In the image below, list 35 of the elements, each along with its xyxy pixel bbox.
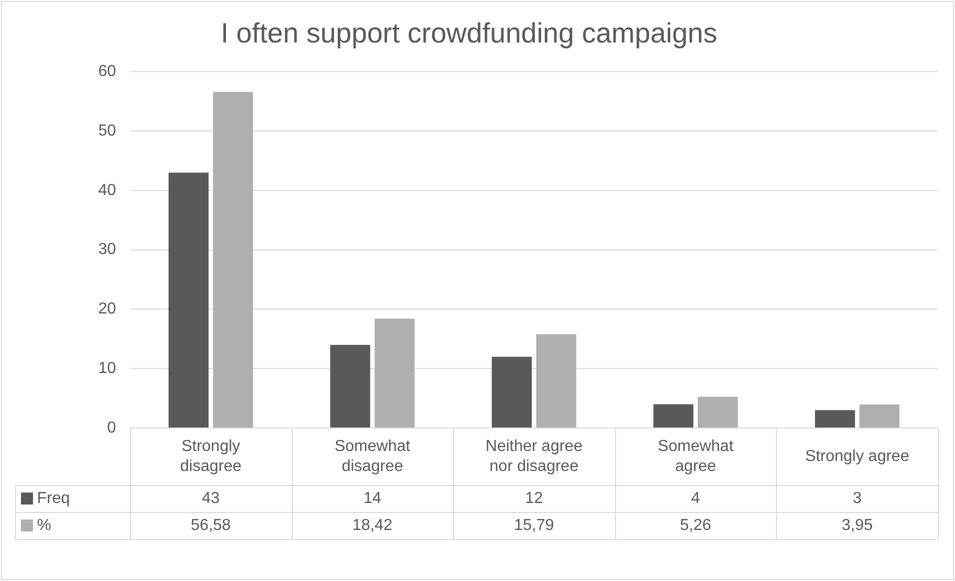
x-tick-label: Strongly agree bbox=[805, 448, 910, 465]
data-label: 3 bbox=[852, 490, 862, 507]
y-tick-label: 20 bbox=[98, 300, 116, 318]
bar bbox=[653, 404, 694, 428]
y-tick-label: 30 bbox=[98, 241, 116, 258]
x-tick-label: Strongly disagree bbox=[180, 438, 242, 475]
y-tick-label: 40 bbox=[98, 182, 116, 199]
bar bbox=[698, 396, 738, 428]
bar bbox=[330, 344, 370, 428]
data-label: 43 bbox=[202, 490, 220, 507]
data-label: 18,42 bbox=[352, 516, 393, 534]
x-tick-label: Neither agree nor disagree bbox=[486, 438, 583, 475]
bar bbox=[213, 92, 254, 428]
y-tick-label: 50 bbox=[98, 122, 116, 140]
bar bbox=[374, 318, 415, 428]
data-label: 5,26 bbox=[680, 516, 712, 534]
chart-title: I often support crowdfunding campaigns bbox=[220, 18, 718, 49]
bar bbox=[168, 172, 209, 428]
legend-label: % bbox=[37, 516, 52, 534]
y-tick-label: 10 bbox=[98, 360, 116, 378]
y-tick-label: 60 bbox=[98, 63, 116, 80]
data-label: 4 bbox=[691, 490, 700, 507]
data-label: 3,95 bbox=[842, 516, 873, 534]
data-label: 12 bbox=[525, 490, 543, 507]
x-tick-label: Somewhat disagree bbox=[334, 438, 411, 475]
data-label: 15,79 bbox=[514, 516, 554, 534]
y-tick-label: 0 bbox=[107, 419, 116, 436]
x-tick-label: Somewhat agree bbox=[658, 438, 734, 475]
legend-label: Freq bbox=[37, 490, 70, 507]
data-label: 14 bbox=[364, 490, 382, 507]
bar bbox=[536, 334, 576, 428]
bar bbox=[814, 410, 855, 428]
data-label: 56,58 bbox=[190, 516, 231, 534]
bar bbox=[492, 356, 532, 428]
bar bbox=[859, 404, 900, 428]
